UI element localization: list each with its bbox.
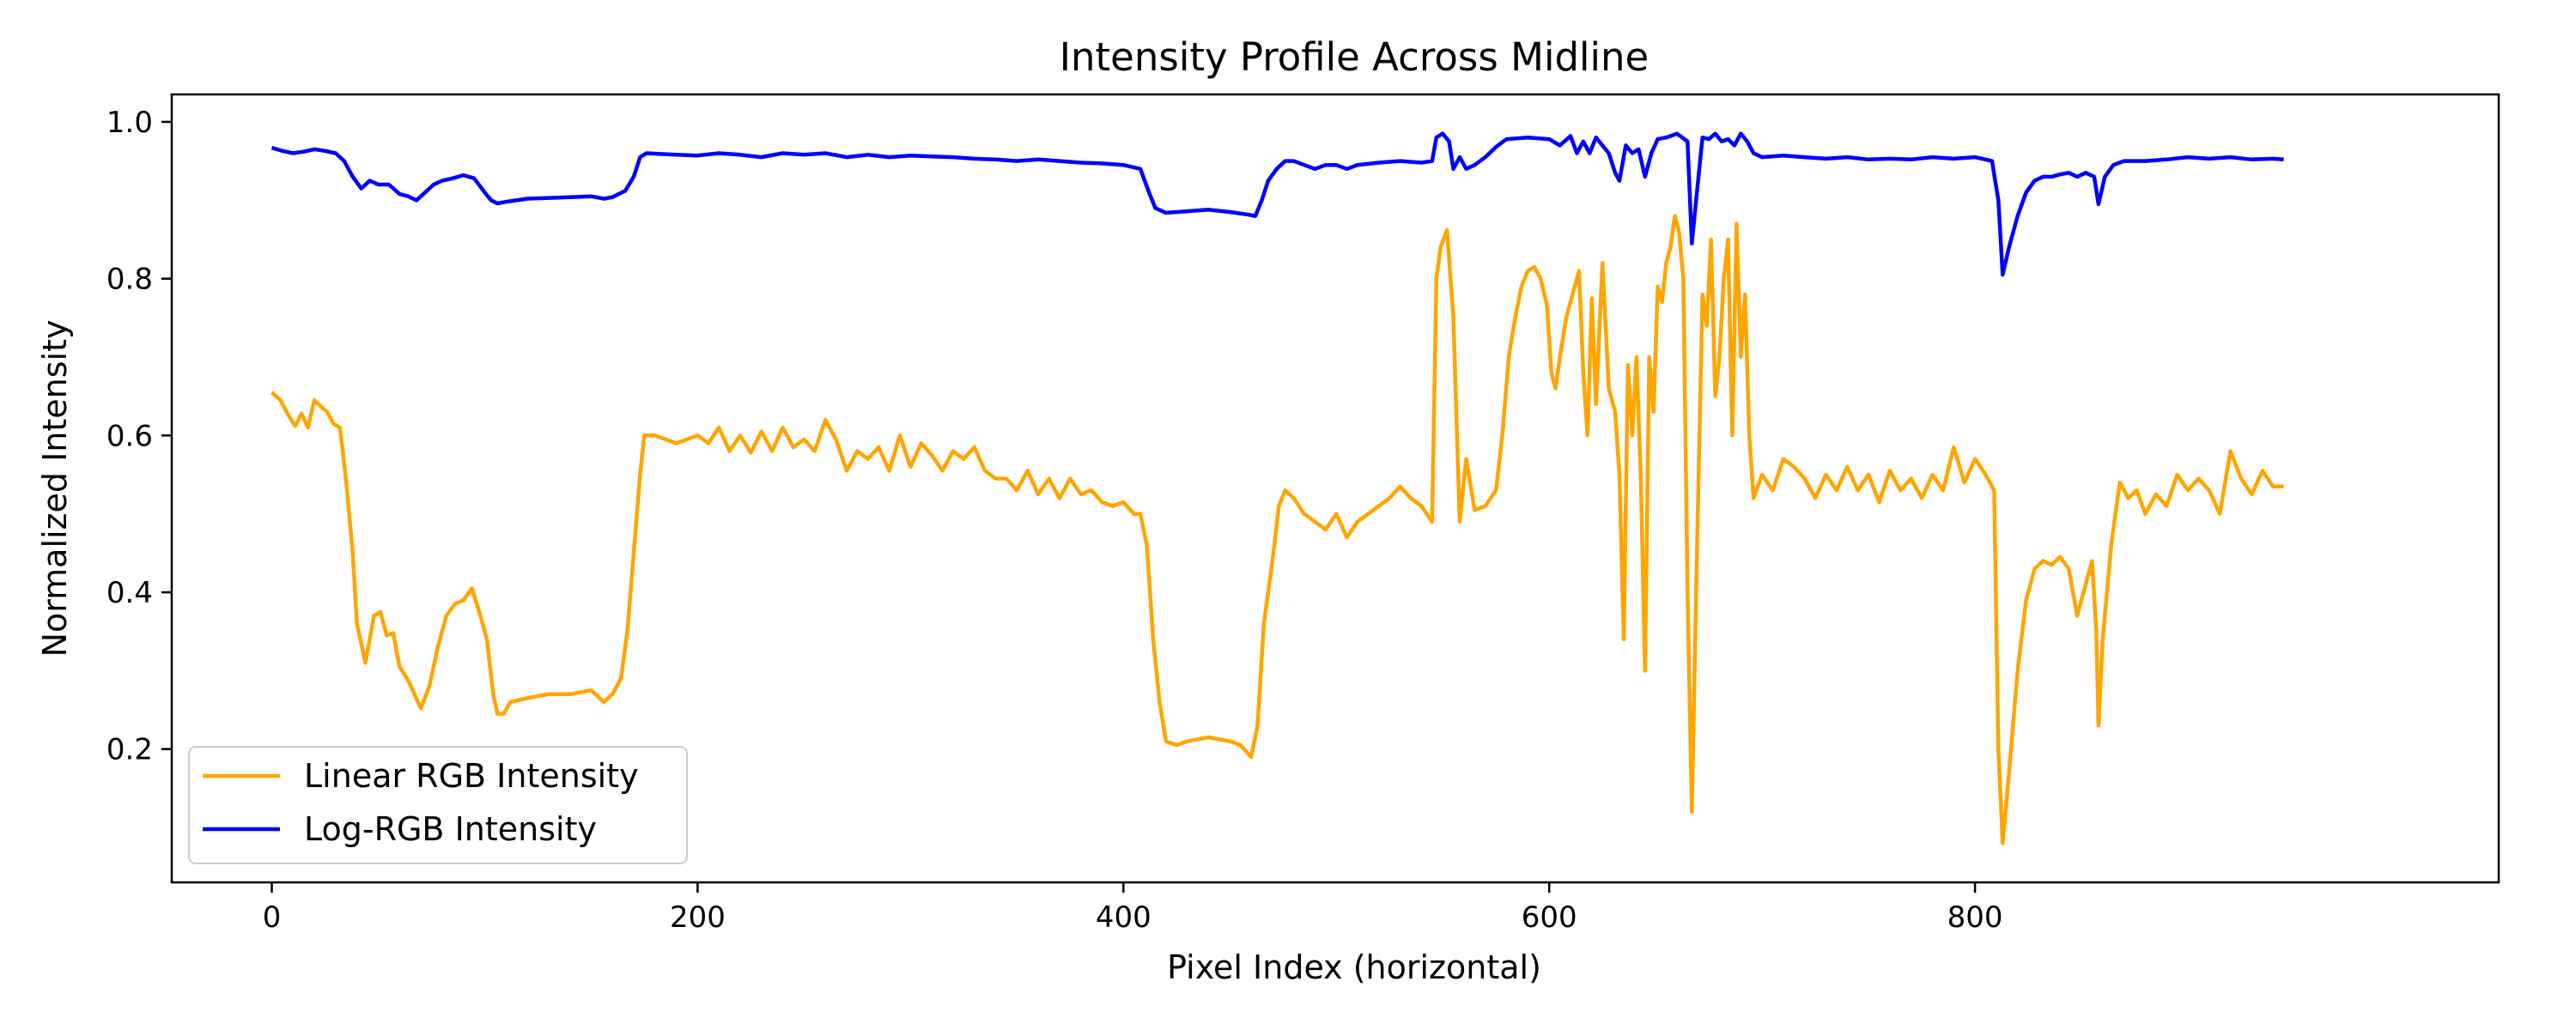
series-line-log-rgb xyxy=(270,131,2284,277)
y-axis: 0.2 0.4 0.6 0.8 1.0 xyxy=(106,106,172,767)
legend-box xyxy=(188,746,688,864)
series-layer xyxy=(270,131,2284,845)
x-tick-label: 400 xyxy=(1096,900,1151,935)
legend-label-log-rgb: Log-RGB Intensity xyxy=(304,810,597,848)
x-axis: 0 200 400 600 800 xyxy=(263,882,2003,935)
y-tick-label: 1.0 xyxy=(106,106,153,140)
y-axis-title: Normalized Intensity xyxy=(36,320,74,657)
x-tick-label: 800 xyxy=(1947,900,2003,935)
y-tick-label: 0.8 xyxy=(106,263,153,297)
x-tick-label: 0 xyxy=(263,900,282,935)
legend-label-linear-rgb: Linear RGB Intensity xyxy=(304,757,639,795)
plot-frame xyxy=(170,93,2500,884)
x-tick-label: 200 xyxy=(670,900,726,935)
chart-title: Intensity Profile Across Midline xyxy=(1060,34,1649,80)
series-line-linear-rgb xyxy=(270,214,2284,845)
x-axis-title: Pixel Index (horizontal) xyxy=(1167,948,1541,986)
y-tick-label: 0.6 xyxy=(106,419,153,453)
y-tick-label: 0.2 xyxy=(106,733,153,767)
legend: Linear RGB Intensity Log-RGB Intensity xyxy=(188,746,688,864)
y-tick-label: 0.4 xyxy=(106,576,153,610)
x-tick-label: 600 xyxy=(1522,900,1577,935)
